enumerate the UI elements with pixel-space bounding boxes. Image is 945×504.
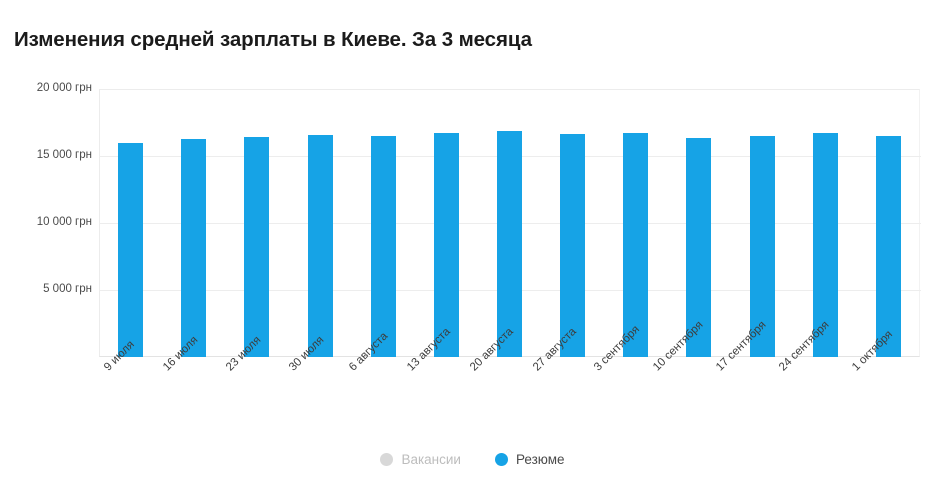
y-axis-tick: 5 000 грн: [0, 283, 92, 297]
legend-swatch-icon: [380, 453, 394, 466]
bar[interactable]: [497, 131, 522, 357]
legend-item-vacancies[interactable]: Вакансии: [380, 452, 461, 467]
bar[interactable]: [244, 137, 269, 357]
y-axis-tick: 10 000 грн: [0, 216, 92, 230]
bar[interactable]: [560, 134, 585, 357]
bar[interactable]: [118, 143, 143, 357]
bar-series-resume: [99, 89, 920, 357]
y-axis-tick-label: 20 000 грн: [36, 82, 92, 94]
x-axis: 9 июля 16 июля 23 июля 30 июля 6 августа 13 а…: [99, 319, 920, 437]
page-title: Изменения средней зарплаты в Киеве. За 3…: [14, 28, 532, 51]
bar[interactable]: [686, 138, 711, 357]
bar[interactable]: [308, 135, 333, 357]
y-axis-tick-label: 5 000 грн: [43, 283, 92, 295]
bar[interactable]: [623, 133, 648, 357]
bar[interactable]: [371, 136, 396, 357]
legend-item-label: Вакансии: [401, 452, 461, 467]
bar[interactable]: [434, 133, 459, 357]
y-axis-tick-label: 15 000 грн: [36, 149, 92, 161]
legend-item-resume[interactable]: Резюме: [494, 452, 565, 467]
bar[interactable]: [876, 136, 901, 357]
legend-swatch-icon: [494, 453, 508, 466]
chart-legend: Вакансии Резюме: [0, 452, 945, 467]
bar[interactable]: [813, 133, 838, 357]
legend-item-label: Резюме: [515, 452, 565, 467]
y-axis-tick-label: 10 000 грн: [36, 216, 92, 228]
bar[interactable]: [750, 136, 775, 357]
y-axis-tick: 15 000 грн: [0, 149, 92, 163]
bar[interactable]: [181, 139, 206, 357]
y-axis-tick: 20 000 грн: [0, 82, 92, 96]
